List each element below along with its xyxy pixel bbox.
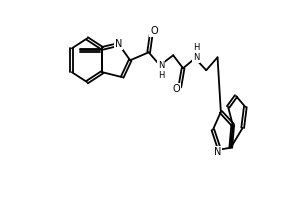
Text: N: N — [214, 147, 221, 157]
Text: H
N: H N — [193, 43, 200, 62]
Text: N: N — [115, 39, 123, 49]
Text: O: O — [150, 26, 158, 36]
Text: O: O — [173, 84, 180, 94]
Text: N
H: N H — [158, 61, 164, 80]
